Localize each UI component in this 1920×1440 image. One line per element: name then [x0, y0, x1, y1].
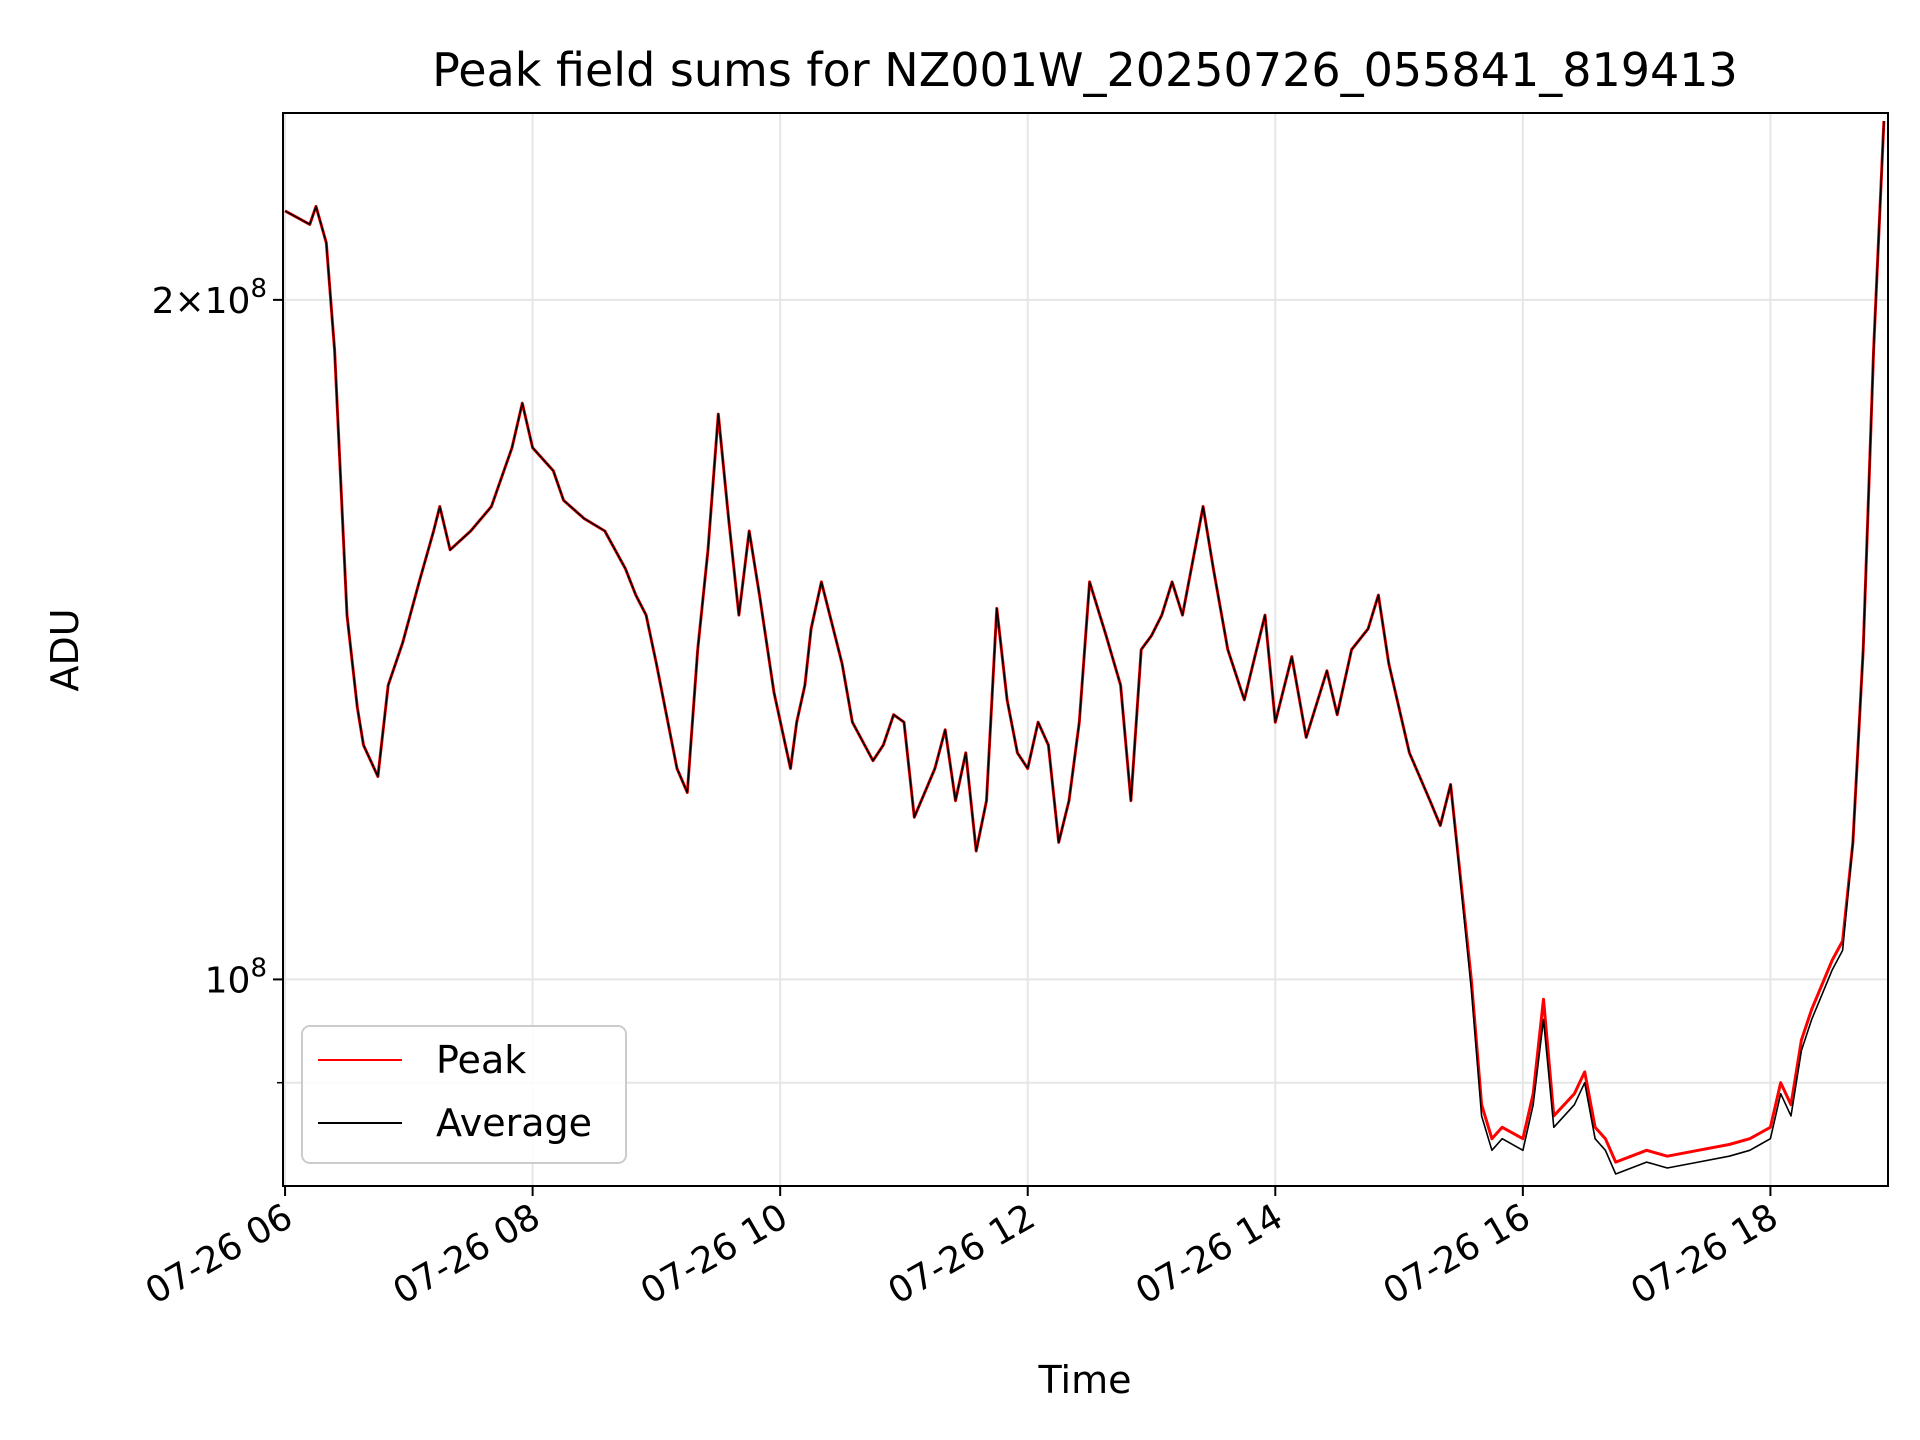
y-tick-exponent: 8 [250, 953, 267, 983]
y-tick-label: 108 [205, 953, 267, 1001]
y-tick-mantissa: 2× [152, 281, 205, 322]
y-axis-label: ADU [43, 608, 87, 691]
y-tick-label: 2×108 [152, 274, 267, 322]
y-tick-base: 10 [205, 281, 251, 322]
legend: Peak Average [301, 1025, 627, 1164]
chart-title: Peak field sums for NZ001W_20250726_0558… [432, 43, 1738, 97]
series-line-average [284, 121, 1885, 1175]
y-tick-exponent: 8 [250, 274, 267, 304]
legend-label-peak: Peak [436, 1038, 526, 1082]
plot-frame [282, 112, 1889, 1187]
legend-label-average: Average [436, 1101, 592, 1145]
series-group [284, 121, 1886, 1175]
grid [283, 113, 1888, 1186]
y-tick-base: 10 [205, 960, 251, 1001]
x-axis-label: Time [1038, 1358, 1132, 1402]
